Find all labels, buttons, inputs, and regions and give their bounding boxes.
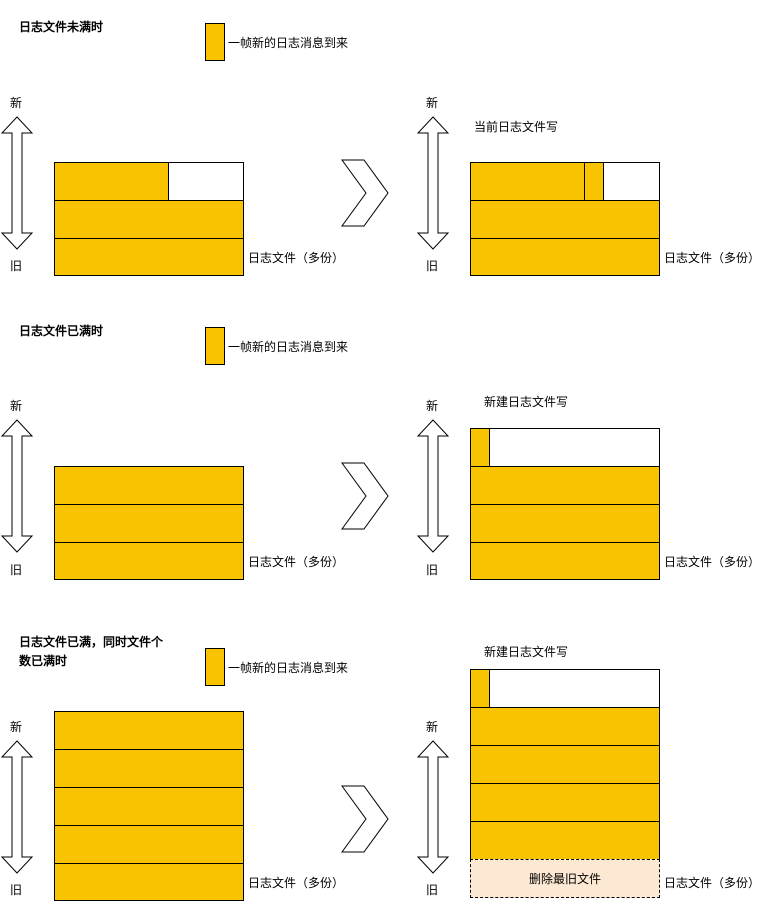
legend-swatch-1 <box>205 23 225 61</box>
current-log-file-partial <box>54 162 169 201</box>
log-file-row <box>54 200 244 239</box>
log-file-row <box>470 745 660 784</box>
new-label-3r: 新 <box>426 720 439 734</box>
chevron-right-icon <box>341 462 389 530</box>
old-label-3r: 旧 <box>426 883 439 897</box>
log-file-row <box>470 783 660 822</box>
log-file-row <box>54 504 244 543</box>
vertical-double-arrow-icon <box>416 116 450 250</box>
files-label-1l: 日志文件（多份） <box>248 251 345 265</box>
current-log-file-free-space <box>168 162 244 201</box>
new-log-file-free-space <box>489 428 660 467</box>
deleted-oldest-file: 删除最旧文件 <box>470 859 660 898</box>
legend-label-3: 一帧新的日志消息到来 <box>228 661 349 675</box>
vertical-double-arrow-icon <box>0 419 34 553</box>
legend-swatch-3 <box>205 648 225 686</box>
new-label-1l: 新 <box>10 96 23 110</box>
log-file-row <box>54 711 244 750</box>
new-file-write-caption: 新建日志文件写 <box>484 645 569 659</box>
vertical-double-arrow-icon <box>0 740 34 874</box>
old-label-2r: 旧 <box>426 563 439 577</box>
current-log-file-partial <box>470 162 585 201</box>
log-file-row <box>54 825 244 864</box>
new-label-3l: 新 <box>10 720 23 734</box>
new-label-2l: 新 <box>10 399 23 413</box>
vertical-double-arrow-icon <box>0 116 34 250</box>
current-file-write-caption: 当前日志文件写 <box>474 120 559 134</box>
chevron-right-icon <box>341 159 389 227</box>
log-file-row <box>54 749 244 788</box>
log-file-row <box>470 238 660 276</box>
log-file-row <box>470 466 660 505</box>
log-file-row <box>470 504 660 543</box>
files-label-1r: 日志文件（多份） <box>664 251 761 265</box>
log-file-row <box>54 787 244 826</box>
new-message-frame <box>470 669 490 708</box>
log-file-row <box>470 542 660 580</box>
files-label-2l: 日志文件（多份） <box>248 555 345 569</box>
old-label-1l: 旧 <box>10 259 23 273</box>
section3-title-line2: 数已满时 <box>19 654 68 668</box>
files-label-3r: 日志文件（多份） <box>664 876 761 890</box>
files-label-3l: 日志文件（多份） <box>248 876 345 890</box>
vertical-double-arrow-icon <box>416 740 450 874</box>
new-file-write-caption: 新建日志文件写 <box>484 395 569 409</box>
log-file-row <box>54 238 244 276</box>
section2-title: 日志文件已满时 <box>19 324 104 338</box>
new-message-frame <box>470 428 490 467</box>
old-label-1r: 旧 <box>426 259 439 273</box>
chevron-right-icon <box>341 785 389 853</box>
new-log-file-free-space <box>489 669 660 708</box>
vertical-double-arrow-icon <box>416 419 450 553</box>
current-log-file-free-space <box>603 162 660 201</box>
log-file-row <box>54 863 244 901</box>
section1-title: 日志文件未满时 <box>19 20 104 34</box>
new-label-2r: 新 <box>426 399 439 413</box>
legend-label-2: 一帧新的日志消息到来 <box>228 340 349 354</box>
legend-swatch-2 <box>205 327 225 365</box>
log-file-row <box>470 821 660 860</box>
section3-title-line1: 日志文件已满，同时文件个 <box>19 635 164 649</box>
new-label-1r: 新 <box>426 96 439 110</box>
old-label-3l: 旧 <box>10 883 23 897</box>
new-message-frame <box>584 162 604 201</box>
files-label-2r: 日志文件（多份） <box>664 555 761 569</box>
legend-label-1: 一帧新的日志消息到来 <box>228 36 349 50</box>
old-label-2l: 旧 <box>10 563 23 577</box>
log-file-row <box>470 200 660 239</box>
log-file-row <box>54 542 244 580</box>
log-file-row <box>54 466 244 505</box>
log-file-row <box>470 707 660 746</box>
